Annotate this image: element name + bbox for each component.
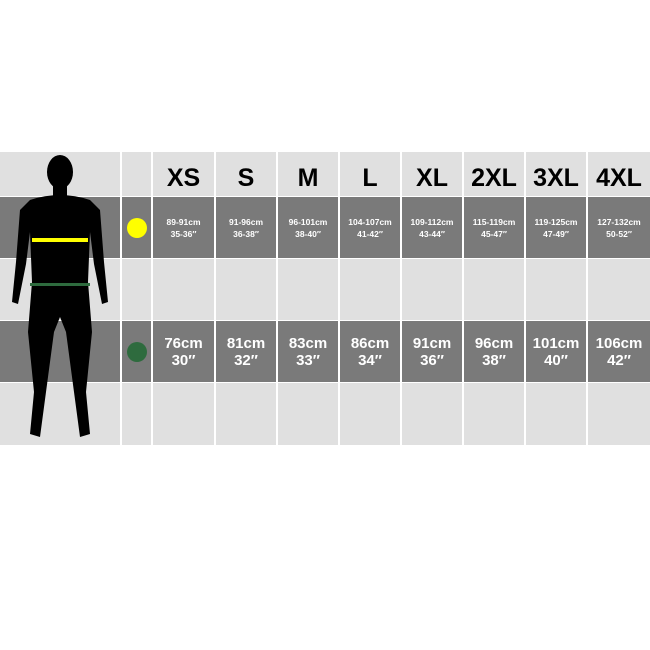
chest-inch: 47-49″ xyxy=(543,228,569,239)
chest-marker-icon xyxy=(126,217,147,238)
waist-inch: 34″ xyxy=(358,351,382,369)
cell xyxy=(122,197,151,258)
cell xyxy=(122,152,151,196)
cell xyxy=(340,259,400,320)
chest-inch: 50-52″ xyxy=(606,228,632,239)
body-silhouette-icon xyxy=(12,155,108,437)
chest-inch: 36-38″ xyxy=(233,228,259,239)
cell xyxy=(278,383,338,445)
cell xyxy=(588,259,650,320)
waist-value-cell: 81cm 32″ xyxy=(216,321,276,382)
waist-value-cell: 101cm 40″ xyxy=(526,321,586,382)
chest-cm: 91-96cm xyxy=(228,216,264,227)
cell xyxy=(153,259,214,320)
cell xyxy=(0,383,120,445)
waist-measure-line xyxy=(30,283,90,286)
cell xyxy=(340,383,400,445)
waist-value-cell: 91cm 36″ xyxy=(402,321,462,382)
waist-value-cell: 83cm 33″ xyxy=(278,321,338,382)
cell xyxy=(526,259,586,320)
size-header: 2XL xyxy=(464,152,524,196)
cell xyxy=(464,383,524,445)
cell xyxy=(402,259,462,320)
cell xyxy=(464,259,524,320)
cell xyxy=(153,383,214,445)
cell xyxy=(0,321,120,382)
chest-cm: 89-91cm xyxy=(166,216,201,227)
size-header: M xyxy=(278,152,338,196)
chest-measure-line xyxy=(32,238,88,242)
waist-inch: 36″ xyxy=(420,351,444,369)
chest-cm: 115-119cm xyxy=(472,216,516,227)
waist-value-cell: 106cm 42″ xyxy=(588,321,650,382)
size-header: XL xyxy=(402,152,462,196)
size-header: S xyxy=(216,152,276,196)
waist-cm: 101cm xyxy=(532,334,580,352)
chest-cm: 96-101cm xyxy=(288,216,328,227)
size-header: L xyxy=(340,152,400,196)
waist-cm: 86cm xyxy=(350,334,390,352)
waist-cm: 83cm xyxy=(288,334,328,352)
chest-inch: 38-40″ xyxy=(295,228,321,239)
waist-value-cell: 76cm 30″ xyxy=(153,321,214,382)
cell xyxy=(588,383,650,445)
waist-cm: 106cm xyxy=(595,334,643,352)
chest-value-cell: 89-91cm 35-36″ xyxy=(153,197,214,258)
cell xyxy=(122,383,151,445)
cell xyxy=(216,383,276,445)
waist-cm: 76cm xyxy=(164,334,203,352)
chest-inch: 45-47″ xyxy=(481,228,507,239)
waist-value-cell: 86cm 34″ xyxy=(340,321,400,382)
chest-value-cell: 104-107cm 41-42″ xyxy=(340,197,400,258)
waist-inch: 30″ xyxy=(171,351,196,369)
chest-inch: 35-36″ xyxy=(170,228,197,239)
waist-inch: 33″ xyxy=(296,351,320,369)
waist-inch: 40″ xyxy=(544,351,568,369)
chest-cm: 119-125cm xyxy=(534,216,578,227)
cell xyxy=(402,383,462,445)
size-header: 4XL xyxy=(588,152,650,196)
chest-cm: 127-132cm xyxy=(597,216,641,227)
cell xyxy=(122,259,151,320)
chest-cm: 104-107cm xyxy=(348,216,392,227)
chest-value-cell: 96-101cm 38-40″ xyxy=(278,197,338,258)
chest-value-cell: 119-125cm 47-49″ xyxy=(526,197,586,258)
chest-inch: 41-42″ xyxy=(357,228,383,239)
waist-inch: 32″ xyxy=(234,351,258,369)
size-header: 3XL xyxy=(526,152,586,196)
waist-cm: 96cm xyxy=(474,334,514,352)
size-header: XS xyxy=(153,152,214,196)
chest-value-cell: 127-132cm 50-52″ xyxy=(588,197,650,258)
cell xyxy=(216,259,276,320)
chest-inch: 43-44″ xyxy=(419,228,445,239)
waist-cm: 91cm xyxy=(412,334,452,352)
waist-value-cell: 96cm 38″ xyxy=(464,321,524,382)
cell xyxy=(278,259,338,320)
waist-marker-icon xyxy=(126,341,147,362)
chest-value-cell: 109-112cm 43-44″ xyxy=(402,197,462,258)
chest-value-cell: 115-119cm 45-47″ xyxy=(464,197,524,258)
waist-cm: 81cm xyxy=(226,334,266,352)
cell xyxy=(122,321,151,382)
chest-cm: 109-112cm xyxy=(410,216,454,227)
waist-inch: 42″ xyxy=(607,351,631,369)
cell xyxy=(526,383,586,445)
chest-value-cell: 91-96cm 36-38″ xyxy=(216,197,276,258)
waist-inch: 38″ xyxy=(482,351,506,369)
